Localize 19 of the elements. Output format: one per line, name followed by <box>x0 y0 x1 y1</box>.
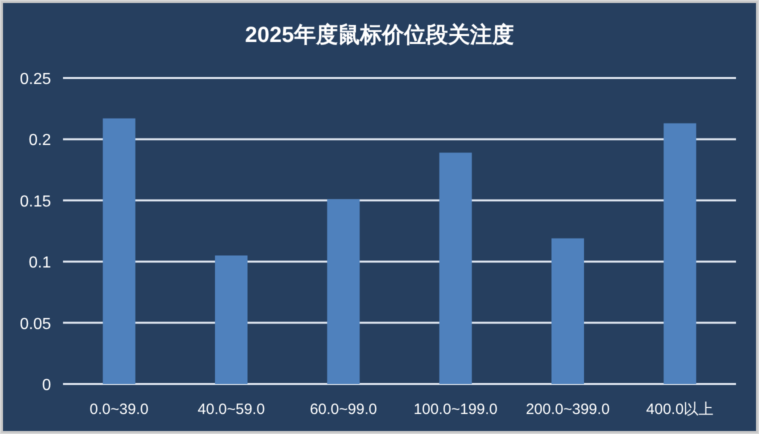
y-tick-label: 0.1 <box>28 254 52 272</box>
x-tick-label: 0.0~39.0 <box>90 401 148 418</box>
bar <box>551 238 584 384</box>
bar <box>102 118 136 384</box>
y-tick-label: 0.2 <box>28 132 52 150</box>
x-tick-label: 40.0~59.0 <box>198 401 265 418</box>
bar <box>664 123 696 384</box>
y-tick-label: 0.05 <box>20 316 52 333</box>
x-tick-label: 200.0~399.0 <box>526 401 610 418</box>
bar <box>439 152 472 384</box>
y-tick-label: 0.25 <box>20 71 52 88</box>
bar <box>214 255 248 384</box>
y-tick-label: 0.15 <box>20 193 52 210</box>
x-tick-label: 100.0~199.0 <box>414 401 498 418</box>
bar <box>327 199 360 384</box>
y-tick-label: 0 <box>42 377 52 394</box>
x-tick-label: 400.0以上 <box>646 401 714 418</box>
chart-title: 2025年度鼠标价位段关注度 <box>245 22 514 47</box>
x-tick-label: 60.0~99.0 <box>310 401 377 418</box>
